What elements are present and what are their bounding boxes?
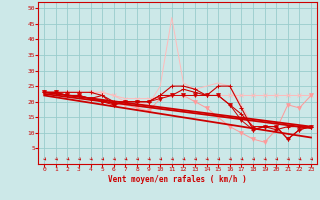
X-axis label: Vent moyen/en rafales ( km/h ): Vent moyen/en rafales ( km/h ) <box>108 175 247 184</box>
